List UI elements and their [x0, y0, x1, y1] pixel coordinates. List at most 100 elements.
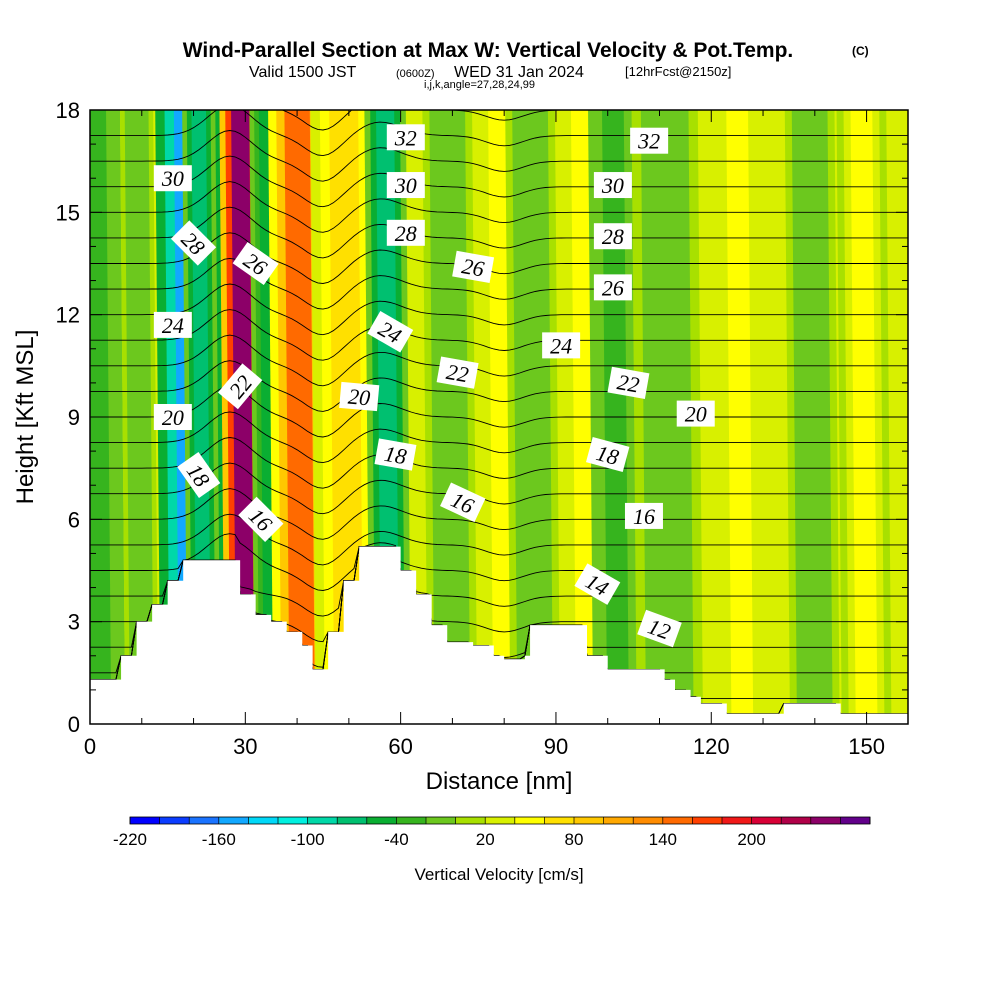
- contour-label-box: [637, 609, 682, 648]
- colorbar: -220 -160 -100 -40 20 80 140 200: [113, 816, 871, 849]
- contour-label-text: 30: [161, 166, 184, 191]
- x-tick-label: 30: [233, 734, 257, 759]
- contour-label: 20: [676, 400, 715, 427]
- contour-label: 28: [593, 223, 632, 250]
- plot-area: 3028262422201816323028262420221816323028…: [90, 110, 908, 724]
- colorbar-swatch: [544, 817, 575, 824]
- contour-label: 26: [452, 250, 495, 284]
- contour-label-box: [452, 250, 495, 284]
- colorbar-tick-label: 200: [737, 830, 765, 849]
- chart-title-units: (C): [852, 44, 869, 58]
- colorbar-tick-label: -40: [384, 830, 409, 849]
- y-tick-label: 6: [68, 507, 80, 532]
- contour-line: [90, 110, 908, 157]
- x-tick-label: 120: [693, 734, 730, 759]
- axis-ticks: 0 30 60 90 120 150 0 3 6 9 12 15 18: [56, 98, 908, 759]
- colorbar-swatch: [426, 817, 457, 824]
- colorbar-tick-label: -160: [202, 830, 236, 849]
- contour-label-text: 26: [460, 253, 486, 281]
- contour-line: [90, 181, 908, 233]
- contour-label-text: 30: [394, 173, 417, 198]
- contour-label: 22: [607, 366, 650, 399]
- colorbar-swatch: [366, 817, 397, 824]
- contour-label-text: 22: [615, 369, 641, 397]
- contour-label: 24: [542, 332, 581, 359]
- colorbar-frame: [129, 816, 871, 825]
- contour-label-box: [217, 363, 263, 410]
- colorbar-tick-label: 80: [565, 830, 584, 849]
- contour-line: [90, 437, 908, 489]
- contour-label: 18: [586, 437, 630, 472]
- contour-label: 30: [593, 172, 632, 199]
- contour-label-box: [386, 172, 425, 199]
- colorbar-tick-label: 140: [649, 830, 677, 849]
- x-tick-label: 90: [544, 734, 568, 759]
- contour-label-text: 16: [633, 504, 655, 529]
- contour-labels: 3028262422201816323028262420221816323028…: [153, 124, 715, 648]
- velocity-band: [329, 110, 364, 724]
- contour-label-box: [386, 219, 425, 246]
- contour-label-text: 26: [602, 275, 624, 300]
- colorbar-swatch: [781, 817, 812, 824]
- colorbar-swatch: [722, 817, 753, 824]
- contour-label: 28: [386, 219, 425, 246]
- colorbar-swatch: [159, 817, 190, 824]
- contour-line: [90, 130, 908, 182]
- colorbar-swatch: [396, 817, 427, 824]
- contour-label-text: 32: [637, 129, 660, 154]
- x-tick-label: 150: [848, 734, 885, 759]
- y-tick-label: 0: [68, 712, 80, 737]
- colorbar-swatch: [278, 817, 309, 824]
- subtitle-utc: (0600Z): [396, 68, 435, 80]
- contour-label-box: [170, 220, 217, 266]
- contour-line: [90, 309, 908, 361]
- contour-label-box: [153, 165, 192, 192]
- contour-label-box: [624, 502, 663, 529]
- contour-line: [90, 411, 908, 464]
- colorbar-label: Vertical Velocity [cm/s]: [414, 865, 583, 884]
- x-tick-label: 60: [388, 734, 412, 759]
- contour-label-box: [676, 400, 715, 427]
- contour-label-text: 24: [550, 333, 572, 358]
- contour-label-text: 20: [347, 384, 371, 411]
- colorbar-swatch: [485, 817, 516, 824]
- contour-label: 30: [386, 172, 425, 199]
- y-tick-label: 3: [68, 610, 80, 635]
- contour-line: [90, 513, 908, 566]
- colorbar-swatch: [692, 817, 723, 824]
- colorbar-swatch: [840, 817, 871, 824]
- contour-label-text: 30: [601, 173, 624, 198]
- contour-label-box: [436, 356, 479, 389]
- colorbar-tick-label: 20: [476, 830, 495, 849]
- y-tick-label: 9: [68, 405, 80, 430]
- contour-label-text: 18: [382, 441, 408, 469]
- contour-label: 30: [153, 165, 192, 192]
- contour-label-text: 28: [395, 221, 417, 246]
- velocity-band: [519, 110, 547, 724]
- contour-label-text: 32: [394, 125, 417, 150]
- x-tick-label: 0: [84, 734, 96, 759]
- contour-label-text: 28: [602, 224, 624, 249]
- colorbar-swatch: [514, 817, 545, 824]
- contour-line: [90, 334, 908, 387]
- colorbar-swatch: [455, 817, 486, 824]
- y-axis-label: Height [Kft MSL]: [12, 330, 39, 505]
- contour-label: 22: [436, 356, 479, 389]
- contour-label-text: 22: [444, 359, 470, 387]
- contour-label-box: [630, 127, 669, 154]
- colorbar-swatch: [248, 817, 279, 824]
- contour-line: [90, 206, 908, 259]
- colorbar-swatch: [130, 817, 161, 824]
- contour-label: 32: [630, 127, 669, 154]
- y-tick-label: 18: [56, 98, 80, 123]
- contour-label-box: [367, 310, 414, 353]
- contour-label-box: [177, 451, 221, 499]
- contour-label: 20: [153, 404, 192, 430]
- contour-label-box: [593, 274, 632, 301]
- contour-label: 32: [386, 124, 425, 150]
- contour-label-box: [542, 332, 581, 359]
- contour-label-box: [586, 437, 630, 472]
- chart-title: Wind-Parallel Section at Max W: Vertical…: [183, 39, 794, 62]
- contour-label-box: [238, 496, 284, 542]
- subtitle-date: WED 31 Jan 2024: [454, 64, 584, 81]
